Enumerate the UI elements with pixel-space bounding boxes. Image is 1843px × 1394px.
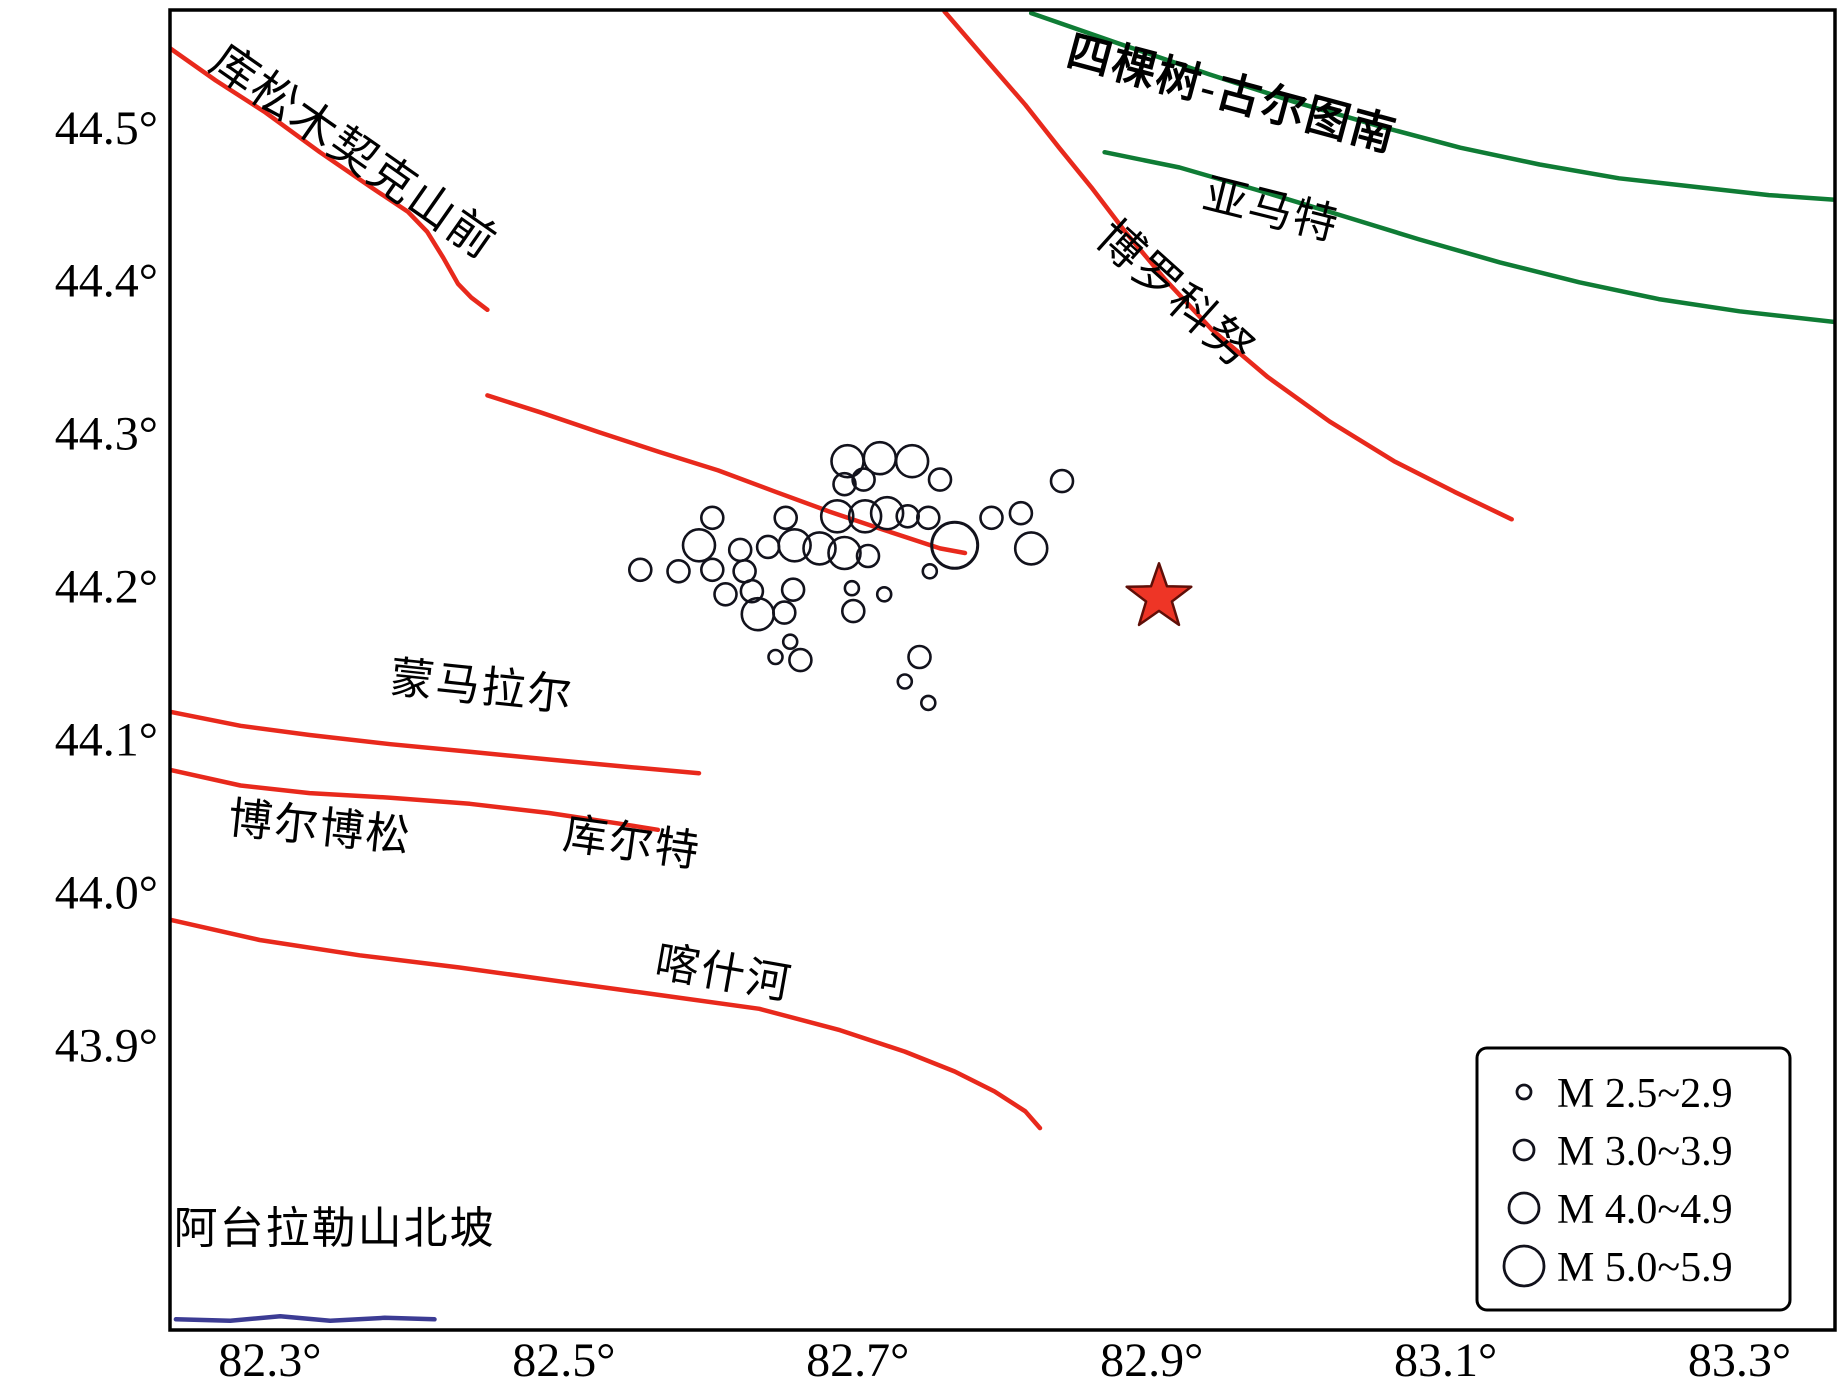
earthquake-marker bbox=[699, 557, 725, 583]
earthquake-marker bbox=[869, 495, 905, 531]
legend-item: M 4.0~4.9 bbox=[1507, 1187, 1733, 1233]
fault-line-mengmalaer bbox=[170, 709, 702, 776]
earthquake-marker bbox=[896, 673, 914, 690]
earthquake-marker bbox=[894, 443, 930, 479]
y-tick-label: 44.3° bbox=[55, 408, 158, 461]
earthquake-marker bbox=[666, 558, 691, 584]
fault-label: 阿台拉勒山北坡 bbox=[174, 1204, 496, 1253]
earthquake-marker bbox=[802, 531, 837, 566]
fault-lines-layer bbox=[170, 10, 1835, 1324]
earthquake-marker bbox=[927, 467, 953, 492]
legend-item-label: M 4.0~4.9 bbox=[1557, 1187, 1733, 1233]
earthquake-marker bbox=[781, 633, 799, 651]
earthquake-marker bbox=[681, 527, 717, 563]
legend-item-label: M 3.0~3.9 bbox=[1557, 1129, 1733, 1175]
earthquake-marker bbox=[739, 578, 765, 604]
fault-line-kusongmuqike-shanqian bbox=[170, 45, 490, 313]
fault-line-atailale-shanbeipo bbox=[173, 1313, 437, 1324]
fault-line-sikeshu-guertunan bbox=[1028, 10, 1835, 202]
legend-item: M 2.5~2.9 bbox=[1515, 1071, 1733, 1117]
earthquake-marker bbox=[773, 505, 799, 531]
magnitude-symbol-icon bbox=[1515, 1083, 1533, 1101]
earthquake-marker bbox=[851, 467, 876, 492]
fault-line-boluokenu bbox=[942, 10, 1514, 522]
fault-line-boerbosong-kuerte bbox=[170, 767, 661, 833]
x-tick-label: 82.5° bbox=[512, 1334, 615, 1387]
earthquake-marker bbox=[1008, 500, 1034, 526]
earthquake-marker bbox=[843, 579, 861, 597]
earthquake-marker bbox=[915, 505, 941, 531]
x-tick-label: 82.3° bbox=[218, 1334, 321, 1387]
earthquake-marker bbox=[1049, 468, 1075, 494]
earthquake-marker bbox=[1013, 531, 1049, 566]
y-tick-label: 44.1° bbox=[55, 714, 158, 767]
earthquake-layer bbox=[627, 440, 1075, 712]
earthquake-marker bbox=[919, 694, 937, 712]
magnitude-symbol-icon bbox=[1502, 1244, 1546, 1288]
magnitude-symbol-icon bbox=[1512, 1138, 1536, 1162]
earthquake-marker bbox=[713, 581, 738, 607]
earthquake-marker bbox=[921, 562, 939, 580]
earthquake-marker bbox=[979, 505, 1004, 531]
y-tick-label: 44.0° bbox=[55, 867, 158, 920]
x-tick-label: 82.7° bbox=[806, 1334, 909, 1387]
earthquake-marker bbox=[930, 520, 980, 570]
fault-line-kashihe bbox=[170, 917, 1043, 1131]
y-tick-label: 44.5° bbox=[55, 102, 158, 155]
x-tick-label: 82.9° bbox=[1100, 1334, 1203, 1387]
y-tick-label: 43.9° bbox=[55, 1020, 158, 1073]
earthquake-marker bbox=[840, 598, 866, 624]
x-tick-label: 83.3° bbox=[1688, 1334, 1791, 1387]
x-tick-label: 83.1° bbox=[1394, 1334, 1497, 1387]
earthquake-marker bbox=[855, 543, 881, 569]
legend-item: M 3.0~3.9 bbox=[1512, 1129, 1733, 1175]
earthquake-marker bbox=[627, 557, 653, 583]
earthquake-marker bbox=[847, 498, 883, 534]
y-tick-label: 44.4° bbox=[55, 255, 158, 308]
mainshock-star-icon bbox=[1125, 562, 1193, 627]
earthquake-marker bbox=[907, 644, 932, 670]
earthquake-marker bbox=[819, 498, 855, 534]
earthquake-marker bbox=[767, 648, 784, 666]
legend: M 2.5~2.9 M 3.0~3.9 M 4.0~4.9 M 5.0~5.9 bbox=[1475, 1046, 1792, 1312]
earthquake-marker bbox=[780, 577, 806, 603]
earthquake-marker bbox=[699, 505, 725, 531]
fault-line-central-unnamed bbox=[485, 393, 968, 556]
legend-box bbox=[1475, 1046, 1792, 1312]
earthquake-marker bbox=[777, 527, 812, 563]
earthquake-marker bbox=[788, 647, 813, 673]
plot-border bbox=[168, 8, 1837, 1332]
earthquake-marker bbox=[832, 471, 857, 497]
earthquake-marker bbox=[827, 535, 862, 571]
y-tick-label: 44.2° bbox=[55, 561, 158, 614]
magnitude-symbol-icon bbox=[1507, 1191, 1541, 1225]
fault-line-yamate bbox=[1102, 149, 1835, 325]
legend-item: M 5.0~5.9 bbox=[1502, 1244, 1733, 1291]
legend-item-label: M 2.5~2.9 bbox=[1557, 1071, 1733, 1117]
earthquake-marker bbox=[875, 585, 893, 603]
earthquake-marker bbox=[771, 600, 797, 625]
legend-item-label: M 5.0~5.9 bbox=[1557, 1245, 1733, 1291]
